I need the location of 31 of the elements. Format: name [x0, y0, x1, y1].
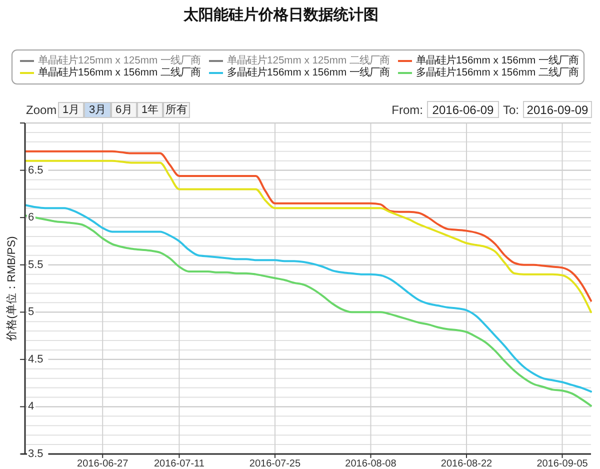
- text: Zoom: [26, 103, 57, 117]
- y-tick-label: 6: [28, 212, 34, 224]
- chart-title: 太阳能硅片价格日数据统计图: [182, 6, 378, 24]
- x-tick-label: 2016-07-11: [154, 458, 205, 469]
- range-button[interactable]: 6月: [111, 102, 137, 118]
- y-tick-label: 3.5: [28, 448, 44, 460]
- y-tick-label: 5: [28, 306, 34, 318]
- range-button[interactable]: 3月: [84, 102, 111, 118]
- y-tick-label: 5.5: [28, 258, 44, 271]
- x-tick-label: 2016-06-27: [77, 458, 129, 469]
- legend-label: 多晶硅片156mm x 156mm 二线厂商: [416, 66, 578, 78]
- range-button[interactable]: 1月: [58, 102, 84, 118]
- y-tick-label: 6.5: [28, 164, 44, 176]
- legend-label: 单晶硅片125mm x 125mm 一线厂商: [38, 54, 200, 66]
- text: To:: [502, 103, 519, 117]
- text: From:: [392, 103, 423, 117]
- range-button[interactable]: 所有: [163, 102, 190, 118]
- x-tick-label: 2016-08-22: [440, 458, 493, 469]
- y-tick-label: 4: [28, 400, 34, 413]
- x-tick-label: 2016-08-08: [345, 458, 397, 469]
- y-axis-title: 价格(单位：RMB/PS): [5, 236, 18, 342]
- date-field[interactable]: 2016-09-09: [523, 101, 592, 118]
- legend-label: 单晶硅片156mm x 156mm 一线厂商: [416, 54, 578, 66]
- x-tick-label: 2016-07-25: [249, 458, 301, 469]
- x-tick-label: 2016-09-05: [536, 458, 588, 469]
- legend-label: 单晶硅片125mm x 125mm 二线厂商: [227, 54, 390, 66]
- legend-label: 多晶硅片156mm x 156mm 一线厂商: [227, 66, 390, 78]
- y-tick-label: 4.5: [28, 353, 44, 366]
- range-button[interactable]: 1年: [137, 102, 163, 118]
- legend-label: 单晶硅片156mm x 156mm 二线厂商: [38, 66, 200, 78]
- date-field[interactable]: 2016-06-09: [427, 101, 499, 118]
